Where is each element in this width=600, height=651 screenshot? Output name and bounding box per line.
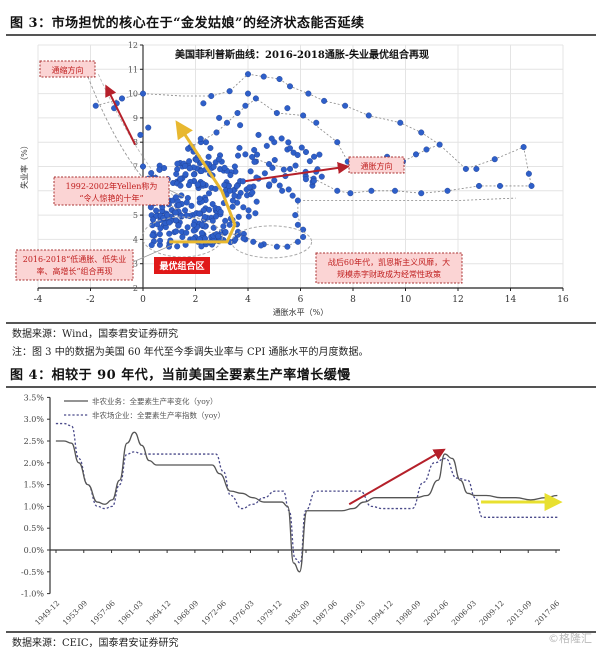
svg-text:非农场企业：全要素生产率指数（yoy）: 非农场企业：全要素生产率指数（yoy） bbox=[92, 410, 225, 420]
y-tick-label: 4 bbox=[133, 235, 138, 244]
x-tick-label: 14 bbox=[505, 295, 517, 305]
x-tick-label: 2009-12 bbox=[477, 598, 506, 627]
y-tick-label: 12 bbox=[128, 41, 138, 50]
x-tick-label: 1953-09 bbox=[61, 598, 90, 627]
series-nonfarm-enterprise-tfp-index bbox=[55, 422, 558, 564]
svg-text:战后60年代，凯恩斯主义风靡，大: 战后60年代，凯恩斯主义风靡，大 bbox=[328, 257, 450, 267]
watermark: ©格隆汇 bbox=[548, 632, 592, 645]
plot-area: -4-2024681012141623456789101112通胀水平（%）失业… bbox=[15, 41, 569, 317]
rising-tfp-arrow bbox=[348, 448, 446, 506]
x-tick-label: 1991-03 bbox=[339, 598, 368, 627]
x-tick-label: 1972-06 bbox=[200, 598, 229, 627]
x-tick-label: 1961-03 bbox=[116, 598, 145, 627]
y-axis-label: 失业率（%） bbox=[19, 141, 29, 189]
x-tick-label: -2 bbox=[86, 295, 95, 305]
annotation-inflation: 通胀方向 bbox=[348, 156, 405, 174]
figure4-top-rule bbox=[6, 386, 596, 388]
x-tick-label: 8 bbox=[350, 295, 356, 305]
x-tick-label: 0 bbox=[140, 295, 146, 305]
yellow-path-arrow bbox=[169, 120, 237, 244]
y-tick-label: 2.5% bbox=[24, 437, 45, 446]
x-axis-label: 通胀水平（%） bbox=[273, 307, 329, 317]
figure4-source: 数据来源：CEIC，国泰君安证券研究 bbox=[12, 638, 179, 649]
figure3-title: 图 3：市场担忧的核心在于“金发姑娘”的经济状态能否延续 bbox=[10, 16, 365, 31]
x-tick-label: 1949-12 bbox=[33, 598, 62, 627]
y-tick-label: 2.0% bbox=[24, 459, 45, 468]
y-tick-label: 3 bbox=[133, 260, 138, 269]
svg-text:1992-2002年Yellen称为: 1992-2002年Yellen称为 bbox=[66, 181, 158, 191]
x-tick-label: 2013-09 bbox=[505, 598, 534, 627]
figure4-title: 图 4：相较于 90 年代，当前美国全要素生产率增长缓慢 bbox=[10, 368, 351, 383]
line-plot-area: -1.0% -0.5% 0.0% 0.5% 1.0% 1.5% 2.0% 2.5% 3.0% 3.… bbox=[21, 393, 563, 627]
y-tick-label: 5 bbox=[133, 211, 138, 220]
svg-text:2016-2018“低通胀、低失业: 2016-2018“低通胀、低失业 bbox=[23, 254, 127, 264]
legend: 非农业务：全要素生产率变化（yoy） 非农场企业：全要素生产率指数（yoy） bbox=[64, 396, 225, 420]
deflation-arrow bbox=[105, 84, 137, 146]
y-tick-label: 1.5% bbox=[24, 481, 45, 490]
y-tick-label: 0.0% bbox=[24, 546, 45, 555]
x-tick-label: 4 bbox=[245, 295, 251, 305]
x-tick-label: 16 bbox=[557, 295, 569, 305]
x-tick-label: 1968-09 bbox=[172, 598, 201, 627]
annotation-optimal-zone: 最优组合区 bbox=[154, 257, 210, 274]
figure3-source: 数据来源：Wind，国泰君安证券研究 bbox=[12, 329, 179, 340]
y-tick-label: 9 bbox=[133, 114, 138, 123]
annotation-deflation: 通缩方向 bbox=[39, 60, 96, 78]
svg-text:规模赤字财政成为经常性政策: 规模赤字财政成为经常性政策 bbox=[337, 269, 441, 279]
x-tick-label: -4 bbox=[34, 295, 43, 305]
annotation-yellen: 1992-2002年Yellen称为 “令人惊艳的十年” bbox=[53, 176, 170, 206]
x-tick-label: 1983-09 bbox=[283, 598, 312, 627]
svg-text:最优组合区: 最优组合区 bbox=[159, 260, 204, 272]
inflation-arrow bbox=[245, 161, 350, 183]
y-tick-label: 3.5% bbox=[24, 393, 45, 402]
x-tick-label: 1976-03 bbox=[227, 598, 256, 627]
y-tick-label: 10 bbox=[128, 90, 138, 99]
svg-text:通胀方向: 通胀方向 bbox=[361, 161, 393, 171]
x-tick-label: 1979-12 bbox=[255, 598, 284, 627]
figure4-bottom-rule bbox=[6, 631, 596, 633]
y-tick-label: -0.5% bbox=[21, 568, 44, 577]
figure3-top-rule bbox=[6, 34, 596, 36]
y-tick-label: 0.5% bbox=[24, 524, 45, 533]
x-tick-label: 1987-06 bbox=[311, 598, 340, 627]
figure3-bottom-rule bbox=[6, 322, 596, 324]
y-tick-label: 8 bbox=[133, 138, 138, 147]
x-tick-label: 2002-06 bbox=[422, 598, 451, 627]
x-tick-label: 1964-12 bbox=[144, 598, 173, 627]
svg-text:非农业务：全要素生产率变化（yoy）: 非农业务：全要素生产率变化（yoy） bbox=[92, 396, 218, 406]
series-nonfarm-business-tfp-change bbox=[55, 431, 558, 573]
x-tick-label: 1994-12 bbox=[366, 598, 395, 627]
phillips-curve-chart: -4-2024681012141623456789101112通胀水平（%）失业… bbox=[15, 41, 569, 317]
y-tick-label: 1.0% bbox=[24, 502, 45, 511]
svg-text:“令人惊艳的十年”: “令人惊艳的十年” bbox=[79, 193, 143, 203]
chart-title: 美国菲利普斯曲线：2016-2018通胀-失业最优组合再现 bbox=[175, 48, 429, 61]
x-tick-label: 2006-03 bbox=[450, 598, 479, 627]
svg-text:率、高增长”组合再现: 率、高增长”组合再现 bbox=[36, 266, 112, 276]
x-tick-label: 12 bbox=[452, 295, 463, 305]
y-tick-label: 2 bbox=[133, 284, 138, 293]
y-tick-label: 11 bbox=[128, 65, 138, 74]
x-tick-label: 10 bbox=[400, 295, 412, 305]
figure3-note: 注：图 3 中的数据为美国 60 年代至今季调失业率与 CPI 通胀水平的月度数… bbox=[12, 347, 369, 358]
y-tick-label: -1.0% bbox=[21, 590, 44, 599]
y-tick-label: 3.0% bbox=[24, 415, 45, 424]
svg-text:通缩方向: 通缩方向 bbox=[52, 65, 84, 75]
x-tick-label: 2017-06 bbox=[533, 598, 562, 627]
x-tick-label: 1957-06 bbox=[89, 598, 118, 627]
x-tick-label: 6 bbox=[298, 295, 304, 305]
x-tick-label: 1998-09 bbox=[394, 598, 423, 627]
x-tick-label: 2 bbox=[193, 295, 199, 305]
y-tick-label: 7 bbox=[133, 163, 138, 172]
